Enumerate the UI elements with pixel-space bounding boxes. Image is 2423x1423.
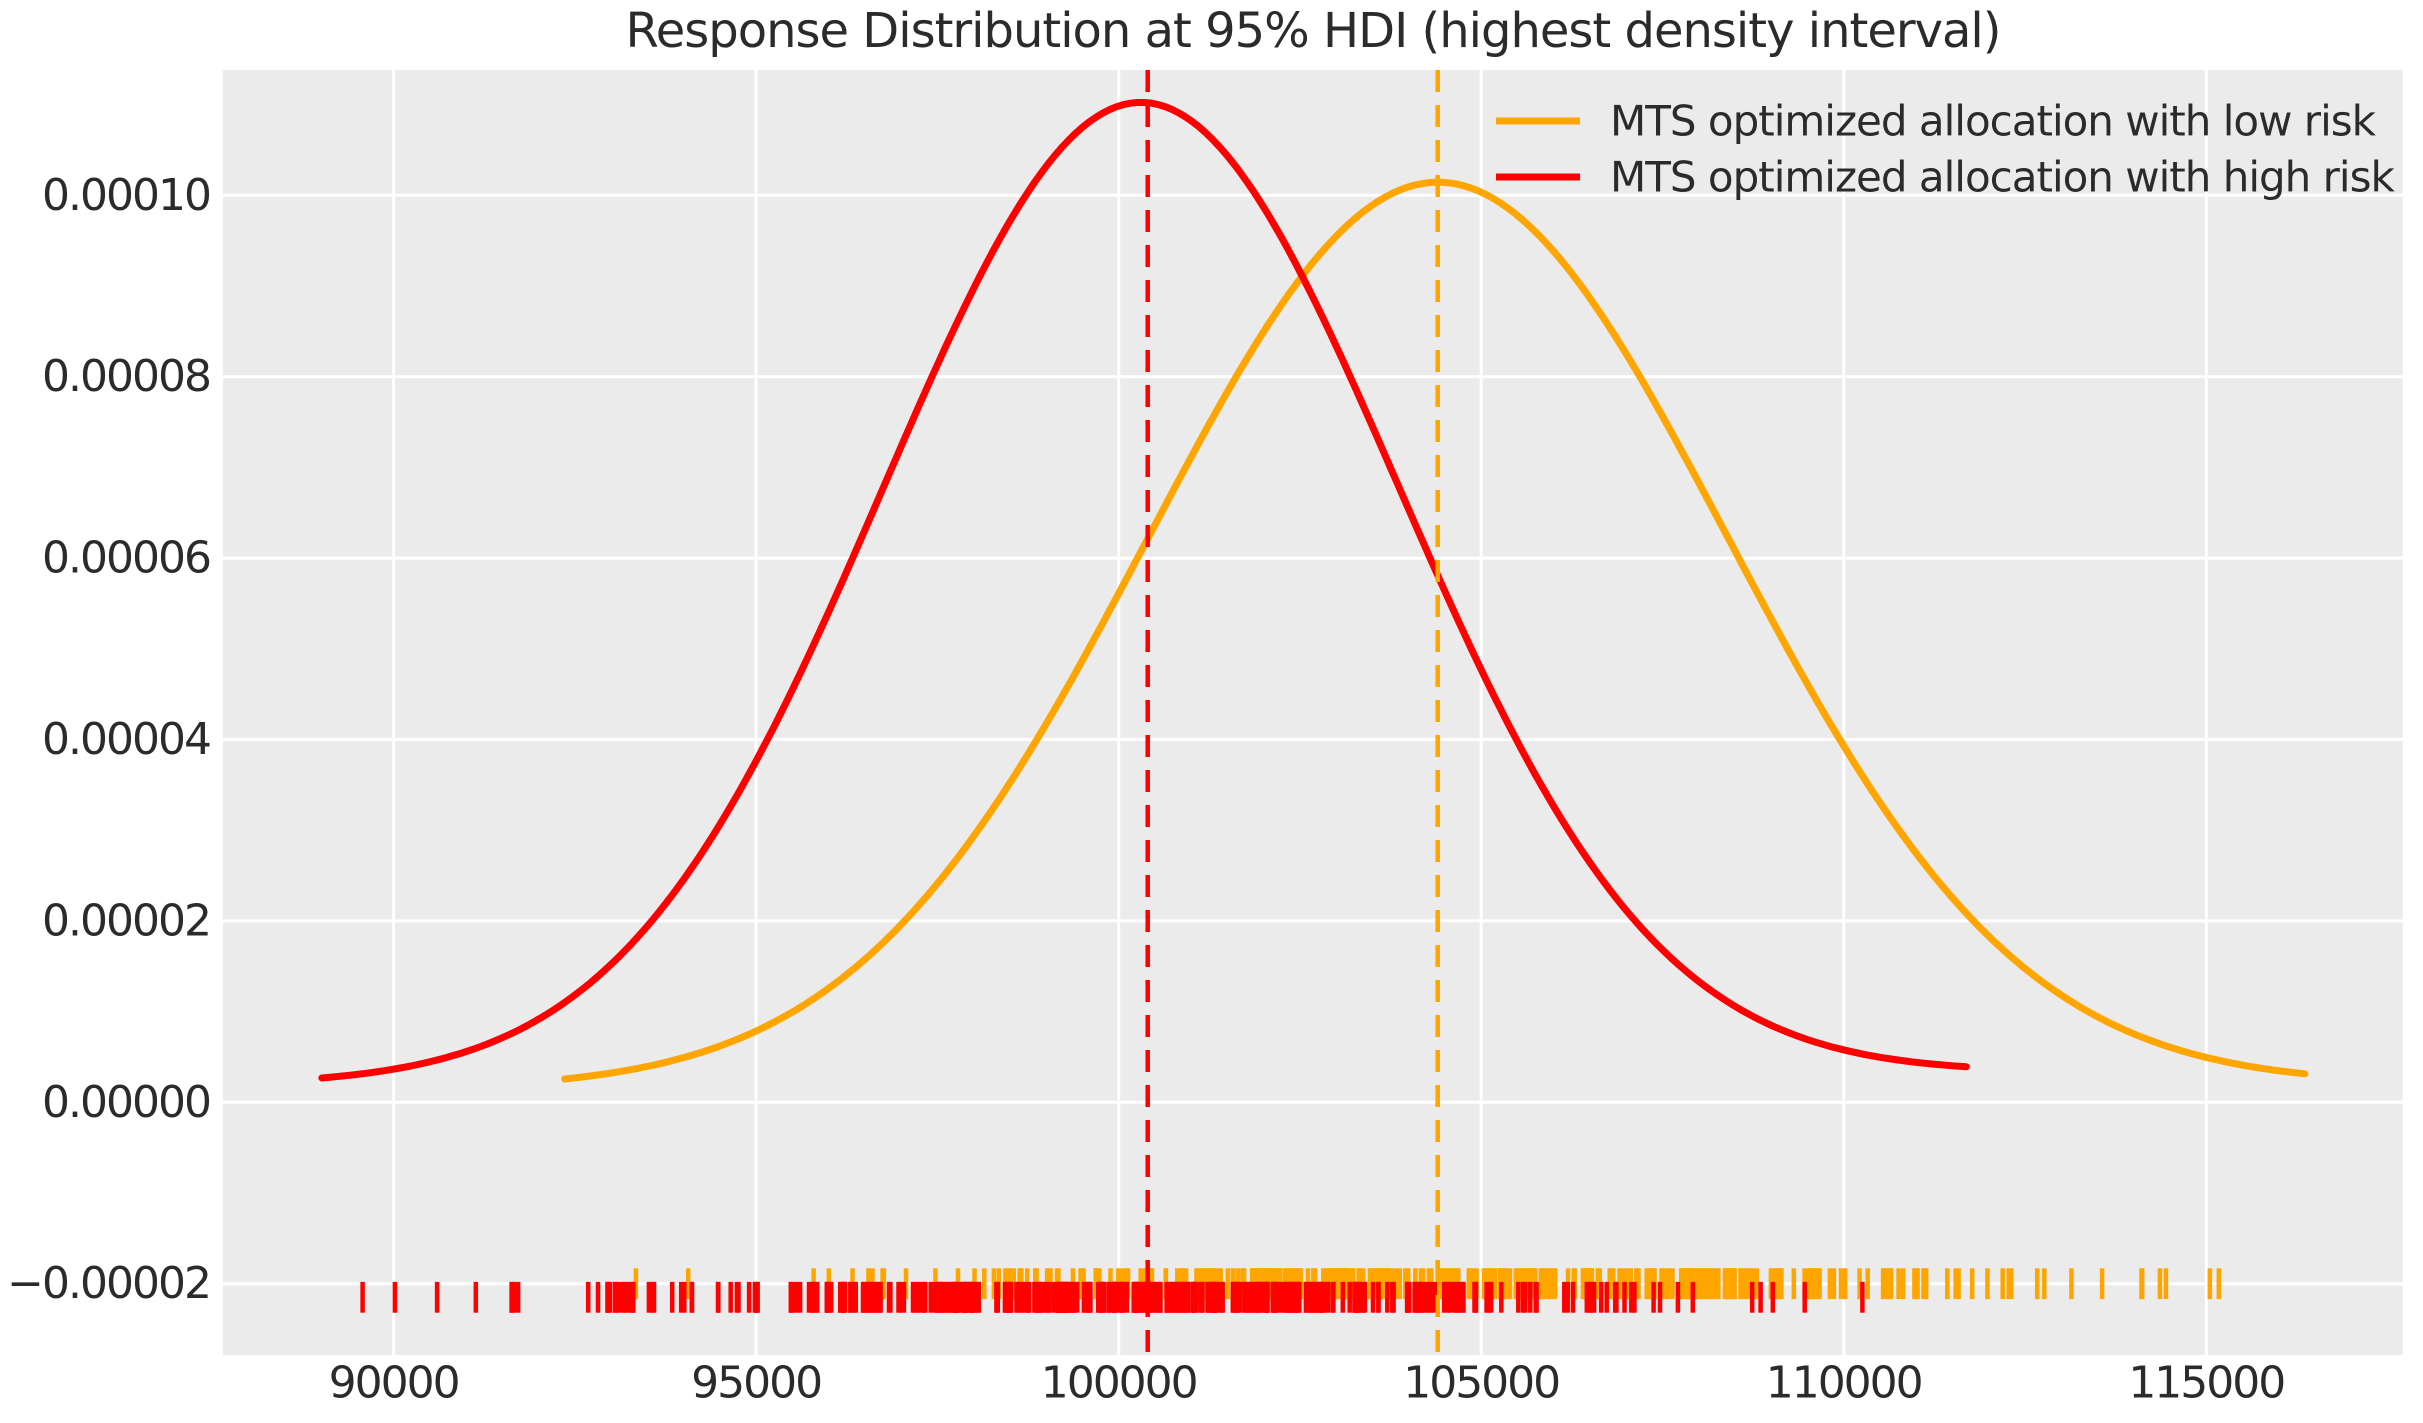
chart-title: Response Distribution at 95% HDI (highes… (626, 3, 2001, 59)
plot-area (223, 70, 2403, 1355)
kde-curves (318, 99, 2309, 1083)
rug-plot (360, 1268, 2222, 1313)
y-tick-label: 0.00010 (42, 170, 210, 221)
x-tick-label: 100000 (1041, 1358, 1197, 1409)
legend: MTS optimized allocation with low risk M… (1496, 97, 2396, 202)
legend-label-high-risk: MTS optimized allocation with high risk (1610, 153, 2395, 202)
legend-label-low-risk: MTS optimized allocation with low risk (1610, 97, 2377, 146)
x-tick-label: 110000 (1766, 1358, 1922, 1409)
x-tick-label: 90000 (329, 1358, 459, 1409)
y-tick-label: 0.00004 (42, 714, 210, 765)
x-tick-label: 115000 (2128, 1358, 2284, 1409)
y-tick-label: 0.00002 (42, 895, 210, 946)
y-tick-label: −0.00002 (7, 1258, 210, 1309)
x-tick-label: 95000 (691, 1358, 821, 1409)
rug-high-risk (360, 1281, 1865, 1313)
y-axis-tick-labels: 0.00010 0.00008 0.00006 0.00004 0.00002 0.000… (7, 170, 212, 1309)
y-tick-label: 0.00008 (42, 351, 210, 402)
x-tick-label: 105000 (1403, 1358, 1559, 1409)
x-axis-tick-labels: 90000 95000 100000 105000 110000 115000 (329, 1358, 2287, 1409)
kde-curve-low-risk (561, 178, 2309, 1083)
y-tick-label: 0.00006 (42, 533, 210, 584)
kde-curve-high-risk (318, 99, 1970, 1082)
y-tick-label: 0.00000 (42, 1077, 210, 1128)
mean-dashed-lines (1145, 70, 1440, 1355)
